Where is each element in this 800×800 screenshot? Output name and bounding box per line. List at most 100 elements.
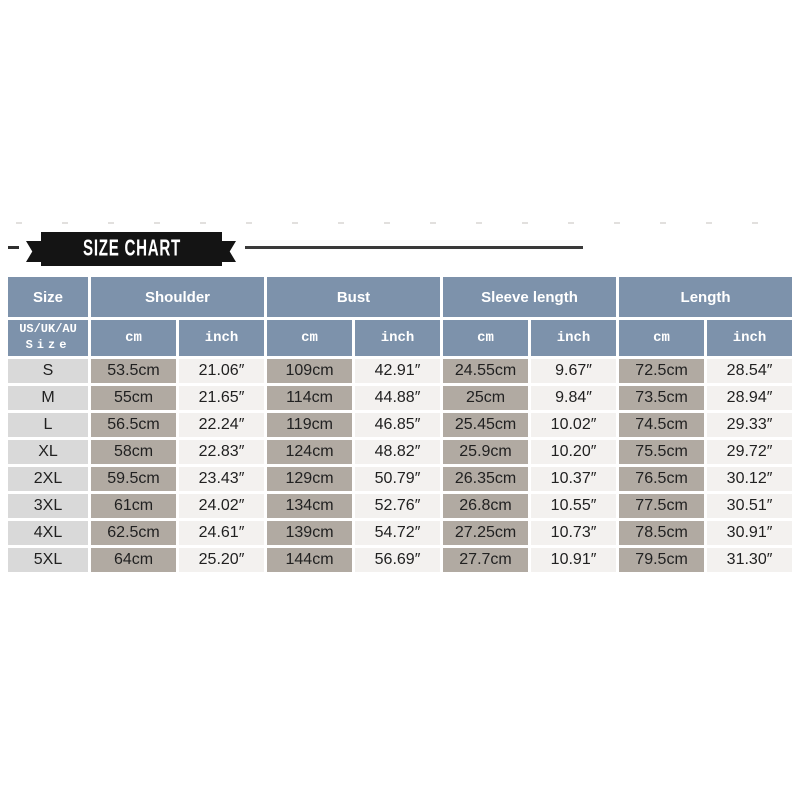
size-standard-line1: US/UK/AU: [19, 322, 77, 337]
group-header-length: Length: [619, 277, 793, 317]
banner-left-dash: [8, 246, 19, 249]
measurement-cell: 29.72″: [707, 440, 793, 464]
unit-header-cm: cm: [267, 320, 353, 356]
measurement-cell: 72.5cm: [619, 359, 705, 383]
measurement-cell: 119cm: [267, 413, 353, 437]
measurement-cell: 77.5cm: [619, 494, 705, 518]
measurement-cell: 25.45cm: [443, 413, 529, 437]
table-row: M 55cm 21.65″ 114cm 44.88″ 25cm 9.84″ 73.5cm 28.…: [8, 386, 793, 410]
size-cell: 5XL: [8, 548, 88, 572]
measurement-cell: 73.5cm: [619, 386, 705, 410]
measurement-cell: 29.33″: [707, 413, 793, 437]
measurement-cell: 134cm: [267, 494, 353, 518]
size-table-body: S 53.5cm 21.06″ 109cm 42.91″ 24.55cm 9.67″ 72.5…: [8, 359, 793, 572]
measurement-cell: 139cm: [267, 521, 353, 545]
measurement-cell: 109cm: [267, 359, 353, 383]
measurement-cell: 24.61″: [179, 521, 265, 545]
measurement-cell: 79.5cm: [619, 548, 705, 572]
measurement-cell: 74.5cm: [619, 413, 705, 437]
ribbon-right-fold-icon: [221, 241, 236, 262]
unit-header-inch: inch: [355, 320, 441, 356]
measurement-cell: 75.5cm: [619, 440, 705, 464]
table-row: 2XL 59.5cm 23.43″ 129cm 50.79″ 26.35cm 10.37″ 7…: [8, 467, 793, 491]
table-row: XL 58cm 22.83″ 124cm 48.82″ 25.9cm 10.20″ 75.5c…: [8, 440, 793, 464]
ribbon-left-fold-icon: [26, 241, 41, 262]
measurement-cell: 42.91″: [355, 359, 441, 383]
measurement-cell: 62.5cm: [91, 521, 176, 545]
measurement-cell: 31.30″: [707, 548, 793, 572]
measurement-cell: 144cm: [267, 548, 353, 572]
dotted-guide-line: [16, 222, 786, 224]
measurement-cell: 24.55cm: [443, 359, 529, 383]
measurement-cell: 26.35cm: [443, 467, 529, 491]
measurement-cell: 124cm: [267, 440, 353, 464]
measurement-cell: 25cm: [443, 386, 529, 410]
group-header-row: Size Shoulder Bust Sleeve length Length: [8, 277, 793, 317]
unit-header-cm: cm: [443, 320, 529, 356]
measurement-cell: 114cm: [267, 386, 353, 410]
table-row: 4XL 62.5cm 24.61″ 139cm 54.72″ 27.25cm 10.73″ 7…: [8, 521, 793, 545]
measurement-cell: 24.02″: [179, 494, 265, 518]
size-cell: 2XL: [8, 467, 88, 491]
table-row: 3XL 61cm 24.02″ 134cm 52.76″ 26.8cm 10.55″ 77.5…: [8, 494, 793, 518]
measurement-cell: 22.83″: [179, 440, 265, 464]
group-header-bust: Bust: [267, 277, 441, 317]
measurement-cell: 76.5cm: [619, 467, 705, 491]
table-row: 5XL 64cm 25.20″ 144cm 56.69″ 27.7cm 10.91″ 79.5…: [8, 548, 793, 572]
measurement-cell: 64cm: [91, 548, 176, 572]
measurement-cell: 10.73″: [531, 521, 617, 545]
size-table: Size Shoulder Bust Sleeve length Length …: [5, 274, 795, 575]
unit-header-row: US/UK/AU Size cm inch cm inch cm inch cm inch: [8, 320, 793, 356]
measurement-cell: 50.79″: [355, 467, 441, 491]
measurement-cell: 52.76″: [355, 494, 441, 518]
unit-header-cm: cm: [91, 320, 176, 356]
measurement-cell: 30.91″: [707, 521, 793, 545]
measurement-cell: 21.65″: [179, 386, 265, 410]
measurement-cell: 21.06″: [179, 359, 265, 383]
unit-header-cm: cm: [619, 320, 705, 356]
group-header-size: Size: [8, 277, 88, 317]
measurement-cell: 28.54″: [707, 359, 793, 383]
measurement-cell: 61cm: [91, 494, 176, 518]
size-chart-ribbon: SIZE CHART: [41, 232, 222, 266]
size-standard-line2: Size: [25, 338, 71, 352]
measurement-cell: 10.91″: [531, 548, 617, 572]
measurement-cell: 56.5cm: [91, 413, 176, 437]
banner-title: SIZE CHART: [82, 235, 181, 262]
measurement-cell: 58cm: [91, 440, 176, 464]
measurement-cell: 30.12″: [707, 467, 793, 491]
measurement-cell: 27.7cm: [443, 548, 529, 572]
size-cell: S: [8, 359, 88, 383]
table-row: L 56.5cm 22.24″ 119cm 46.85″ 25.45cm 10.02″ 74.…: [8, 413, 793, 437]
measurement-cell: 55cm: [91, 386, 176, 410]
measurement-cell: 78.5cm: [619, 521, 705, 545]
measurement-cell: 48.82″: [355, 440, 441, 464]
measurement-cell: 10.37″: [531, 467, 617, 491]
measurement-cell: 56.69″: [355, 548, 441, 572]
measurement-cell: 28.94″: [707, 386, 793, 410]
measurement-cell: 25.20″: [179, 548, 265, 572]
measurement-cell: 23.43″: [179, 467, 265, 491]
measurement-cell: 9.84″: [531, 386, 617, 410]
unit-header-inch: inch: [531, 320, 617, 356]
size-cell: 4XL: [8, 521, 88, 545]
measurement-cell: 10.20″: [531, 440, 617, 464]
measurement-cell: 26.8cm: [443, 494, 529, 518]
measurement-cell: 25.9cm: [443, 440, 529, 464]
banner-rule-line: [245, 246, 583, 249]
measurement-cell: 59.5cm: [91, 467, 176, 491]
size-cell: XL: [8, 440, 88, 464]
measurement-cell: 10.55″: [531, 494, 617, 518]
group-header-sleeve-length: Sleeve length: [443, 277, 617, 317]
unit-header-inch: inch: [707, 320, 793, 356]
measurement-cell: 44.88″: [355, 386, 441, 410]
size-cell: 3XL: [8, 494, 88, 518]
unit-header-inch: inch: [179, 320, 265, 356]
measurement-cell: 9.67″: [531, 359, 617, 383]
measurement-cell: 54.72″: [355, 521, 441, 545]
size-cell: L: [8, 413, 88, 437]
group-header-shoulder: Shoulder: [91, 277, 265, 317]
measurement-cell: 46.85″: [355, 413, 441, 437]
size-cell: M: [8, 386, 88, 410]
